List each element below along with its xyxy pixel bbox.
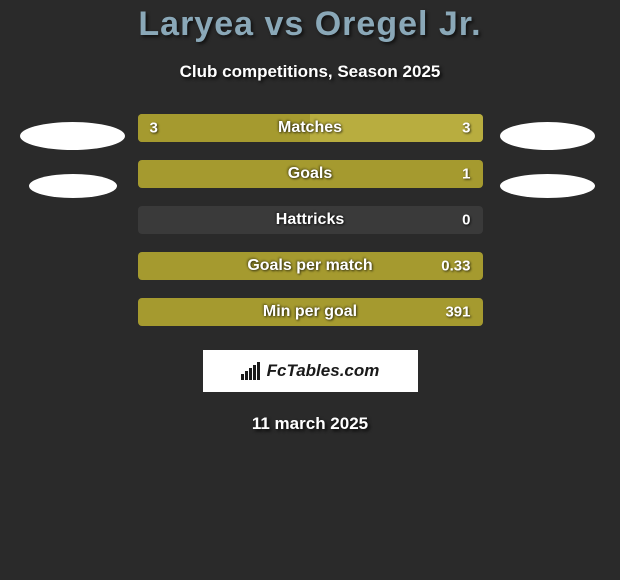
comparison-infographic: Laryea vs Oregel Jr. Club competitions, … bbox=[0, 0, 620, 434]
right-ellipse-2 bbox=[500, 174, 595, 198]
brand-chart-icon bbox=[241, 362, 260, 380]
right-ellipse-1 bbox=[500, 122, 595, 150]
bar-label: Matches bbox=[278, 119, 342, 137]
bar-value-right: 3 bbox=[462, 120, 470, 137]
stat-bar-goals-per-match: Goals per match 0.33 bbox=[138, 252, 483, 280]
page-title: Laryea vs Oregel Jr. bbox=[0, 5, 620, 44]
bar-value-left: 3 bbox=[150, 120, 158, 137]
subtitle: Club competitions, Season 2025 bbox=[0, 62, 620, 82]
left-ellipse-2 bbox=[29, 174, 117, 198]
stats-area: 3 Matches 3 Goals 1 Hattricks 0 Goals per match… bbox=[0, 114, 620, 326]
stat-bar-hattricks: Hattricks 0 bbox=[138, 206, 483, 234]
stat-bar-matches: 3 Matches 3 bbox=[138, 114, 483, 142]
right-player-marks bbox=[498, 114, 598, 218]
bar-value-right: 391 bbox=[445, 304, 470, 321]
left-ellipse-1 bbox=[20, 122, 125, 150]
bar-label: Hattricks bbox=[276, 211, 344, 229]
bar-value-right: 1 bbox=[462, 166, 470, 183]
bar-value-right: 0 bbox=[462, 212, 470, 229]
bar-value-right: 0.33 bbox=[441, 258, 470, 275]
left-player-marks bbox=[23, 114, 123, 218]
stat-bars-column: 3 Matches 3 Goals 1 Hattricks 0 Goals per match… bbox=[138, 114, 483, 326]
stat-bar-min-per-goal: Min per goal 391 bbox=[138, 298, 483, 326]
brand-text: FcTables.com bbox=[267, 361, 380, 381]
date-text: 11 march 2025 bbox=[0, 414, 620, 434]
bar-label: Goals bbox=[288, 165, 332, 183]
bar-label: Min per goal bbox=[263, 303, 357, 321]
stat-bar-goals: Goals 1 bbox=[138, 160, 483, 188]
brand-badge: FcTables.com bbox=[203, 350, 418, 392]
bar-label: Goals per match bbox=[247, 257, 372, 275]
